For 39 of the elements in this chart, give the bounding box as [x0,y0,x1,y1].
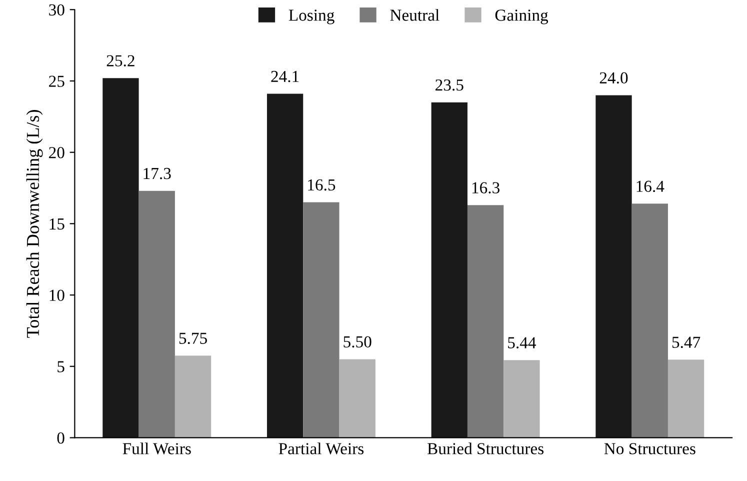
legend-label: Neutral [390,9,440,21]
bar [431,102,468,438]
data-label: 17.3 [144,168,171,180]
data-label: 16.3 [472,182,500,194]
y-tick-label: 30 [49,4,64,16]
legend-label: Losing [288,10,334,24]
data-label: 16.5 [308,179,336,191]
data-label: 5.50 [344,336,372,348]
x-tick-label: Partial Weirs [278,442,364,454]
bar [102,78,139,438]
data-label: 16.4 [636,180,664,192]
y-tick-label: 0 [57,432,64,444]
bar [303,202,340,438]
bar [504,360,540,438]
bar [632,204,668,438]
bar [138,190,175,438]
x-tick-label: Full Weirs [122,442,191,454]
bar [266,94,304,438]
y-tick-label: 25 [49,76,64,87]
bar [596,95,632,438]
bar [668,360,704,438]
legend-label: Gaining [495,10,548,24]
bar [467,205,504,438]
x-tick-label: No Structures [604,443,696,454]
data-label: 23.5 [436,79,464,91]
bar [174,356,212,438]
y-axis-title: Total Reach Downwelling (L/s) [26,110,43,338]
y-tick-label: 5 [58,361,64,372]
data-label: 5.44 [508,337,536,348]
data-label: 25.2 [106,55,134,66]
bar [339,359,376,438]
x-tick-label: Buried Structures [427,442,544,454]
data-label: 24.0 [600,72,628,84]
data-label: 5.47 [672,336,700,348]
data-label: 24.1 [271,70,299,82]
y-tick-label: 10 [50,290,64,301]
data-label: 5.75 [179,332,207,344]
y-tick-label: 15 [50,218,64,230]
y-tick-label: 20 [49,147,64,158]
